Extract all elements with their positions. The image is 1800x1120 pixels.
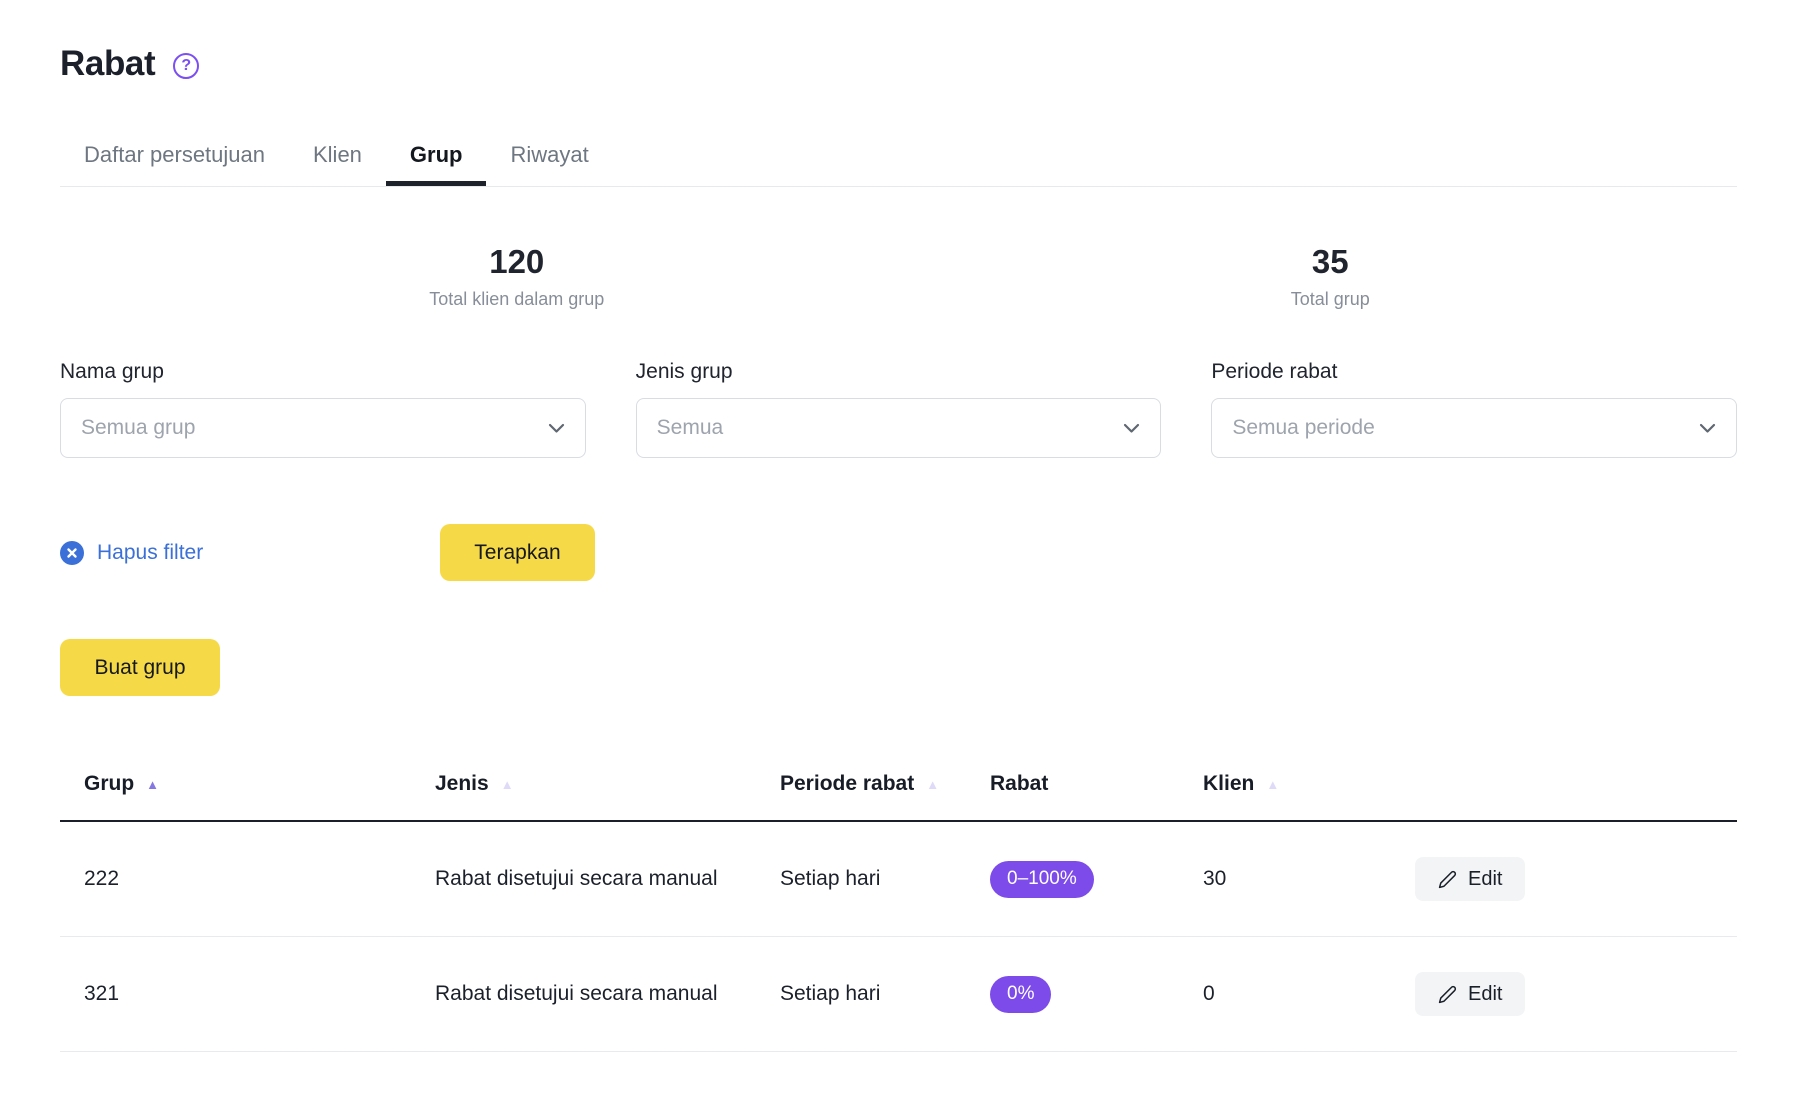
table-row: 321 Rabat disetujui secara manual Setiap… bbox=[60, 937, 1737, 1052]
stat-total-grup-value: 35 bbox=[1311, 243, 1349, 280]
cell-rabat: 0–100% bbox=[990, 860, 1203, 898]
stat-total-klien-label: Total klien dalam grup bbox=[429, 289, 605, 309]
sort-triangle-icon: ▲ bbox=[146, 776, 160, 792]
tab-daftar-persetujuan[interactable]: Daftar persetujuan bbox=[84, 142, 265, 167]
tab-riwayat[interactable]: Riwayat bbox=[510, 142, 589, 167]
cell-jenis: Rabat disetujui secara manual bbox=[435, 982, 718, 1005]
header-rabat-label: Rabat bbox=[990, 772, 1049, 795]
filter-periode-rabat-label: Periode rabat bbox=[1211, 360, 1338, 383]
stats-row: 120 Total klien dalam grup 35 Total grup bbox=[60, 243, 1737, 310]
header-rabat: Rabat bbox=[990, 750, 1203, 820]
stat-total-grup-label: Total grup bbox=[1290, 289, 1370, 309]
header-grup-label: Grup bbox=[84, 772, 135, 795]
filter-jenis-grup-label: Jenis grup bbox=[635, 360, 733, 383]
periode-rabat-select[interactable]: Semua periode bbox=[1211, 398, 1737, 458]
cell-actions: Edit bbox=[1415, 857, 1737, 901]
table-header-row: Grup ▲ Jenis ▲ Periode rabat ▲ Rabat Kli… bbox=[60, 750, 1737, 822]
filter-jenis-grup: Jenis grup Semua bbox=[635, 360, 1162, 458]
clear-filter-label: Hapus filter bbox=[97, 540, 204, 564]
create-group-button[interactable]: Buat grup bbox=[60, 639, 220, 696]
tab-bar: Daftar persetujuan Klien Grup Riwayat bbox=[60, 128, 1737, 187]
chevron-down-icon bbox=[1123, 423, 1140, 434]
sort-triangle-icon: ▲ bbox=[1266, 776, 1280, 792]
edit-button[interactable]: Edit bbox=[1415, 972, 1526, 1016]
edit-button-label: Edit bbox=[1468, 867, 1503, 890]
filter-periode-rabat: Periode rabat Semua periode bbox=[1211, 360, 1737, 458]
cell-grup: 321 bbox=[84, 982, 120, 1005]
cell-periode: Setiap hari bbox=[780, 982, 881, 1005]
stat-total-klien-value: 120 bbox=[489, 243, 545, 280]
header-klien-label: Klien bbox=[1203, 772, 1255, 795]
nama-grup-placeholder: Semua grup bbox=[81, 416, 196, 439]
cell-jenis: Rabat disetujui secara manual bbox=[435, 867, 718, 890]
edit-button[interactable]: Edit bbox=[1415, 857, 1526, 901]
filter-actions-row: Hapus filter Terapkan bbox=[60, 524, 1737, 581]
stat-total-grup: 35 Total grup bbox=[924, 243, 1738, 310]
jenis-grup-select[interactable]: Semua bbox=[635, 398, 1162, 458]
tab-grup[interactable]: Grup bbox=[386, 128, 487, 186]
apply-button[interactable]: Terapkan bbox=[440, 524, 595, 581]
header-jenis-label: Jenis bbox=[435, 772, 489, 795]
clear-filter-link[interactable]: Hapus filter bbox=[60, 540, 440, 565]
pencil-icon bbox=[1438, 985, 1457, 1003]
sort-triangle-icon: ▲ bbox=[500, 776, 514, 792]
stat-total-klien: 120 Total klien dalam grup bbox=[110, 243, 924, 310]
cell-periode: Setiap hari bbox=[780, 867, 881, 890]
header-grup[interactable]: Grup ▲ bbox=[60, 750, 435, 820]
edit-button-label: Edit bbox=[1468, 982, 1503, 1005]
header-jenis[interactable]: Jenis ▲ bbox=[435, 750, 780, 820]
filter-nama-grup: Nama grup Semua grup bbox=[60, 360, 586, 458]
tab-klien[interactable]: Klien bbox=[313, 142, 362, 167]
header-klien[interactable]: Klien ▲ bbox=[1203, 750, 1415, 820]
cell-grup: 222 bbox=[84, 867, 120, 890]
table-row: 222 Rabat disetujui secara manual Setiap… bbox=[60, 822, 1737, 937]
nama-grup-select[interactable]: Semua grup bbox=[60, 398, 586, 458]
jenis-grup-placeholder: Semua bbox=[656, 416, 724, 439]
chevron-down-icon bbox=[1699, 423, 1716, 434]
page-content: Rabat ? Daftar persetujuan Klien Grup Ri… bbox=[0, 40, 1800, 1052]
page-header: Rabat ? bbox=[60, 40, 1737, 88]
header-actions bbox=[1415, 750, 1737, 820]
chevron-down-icon bbox=[548, 423, 565, 434]
x-circle-icon bbox=[60, 540, 84, 565]
pencil-icon bbox=[1438, 870, 1457, 888]
filters-row: Nama grup Semua grup Jenis grup Semua Pe… bbox=[60, 360, 1737, 458]
header-periode-rabat-label: Periode rabat bbox=[780, 772, 915, 795]
cell-klien: 0 bbox=[1203, 982, 1215, 1005]
header-periode-rabat[interactable]: Periode rabat ▲ bbox=[780, 750, 990, 820]
page-title: Rabat bbox=[60, 44, 156, 83]
rabat-badge: 0–100% bbox=[990, 860, 1094, 898]
groups-table: Grup ▲ Jenis ▲ Periode rabat ▲ Rabat Kli… bbox=[60, 750, 1737, 1052]
sort-triangle-icon: ▲ bbox=[926, 776, 940, 792]
help-icon[interactable]: ? bbox=[173, 52, 200, 79]
cell-klien: 30 bbox=[1203, 867, 1227, 890]
periode-rabat-placeholder: Semua periode bbox=[1232, 416, 1375, 439]
cell-actions: Edit bbox=[1415, 972, 1737, 1016]
cell-rabat: 0% bbox=[990, 975, 1203, 1013]
filter-nama-grup-label: Nama grup bbox=[60, 360, 164, 383]
rabat-badge: 0% bbox=[990, 975, 1052, 1013]
